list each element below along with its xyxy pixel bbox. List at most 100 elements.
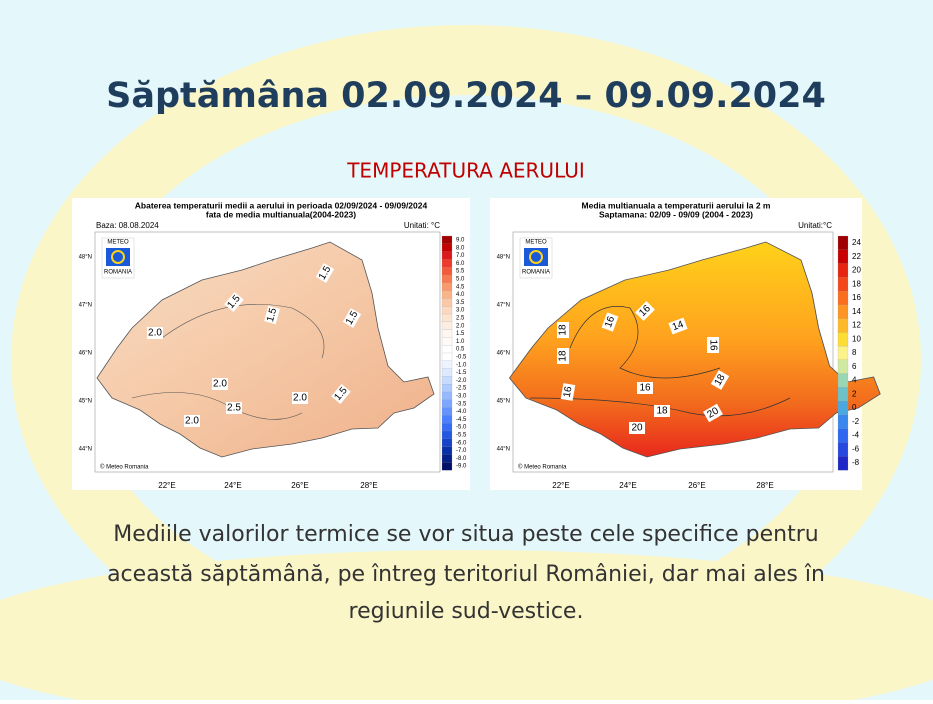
colorbar-label: -6: [852, 444, 860, 453]
colorbar-swatch: [837, 249, 849, 264]
contour-label: 2.0: [148, 328, 162, 339]
latitude-label: 48°N: [79, 255, 92, 261]
colorbar-label: -5.5: [456, 432, 467, 438]
colorbar-label: -3.5: [456, 401, 467, 407]
colorbar-label: 3.0: [456, 308, 465, 314]
colorbar-label: -1.0: [456, 362, 467, 368]
colorbar-label: -1.5: [456, 370, 467, 376]
longitude-label: 22°E: [158, 481, 175, 490]
logo-icon: [524, 248, 548, 266]
colorbar-swatch: [837, 235, 849, 251]
colorbar-label: 9.0: [456, 237, 465, 243]
colorbar-label: -2: [852, 417, 860, 426]
colorbar-swatch: [441, 267, 453, 276]
colorbar-swatch: [837, 387, 849, 402]
longitude-label: 26°E: [688, 481, 705, 490]
longitude-label: 24°E: [619, 481, 636, 490]
colorbar-label: -6.0: [456, 440, 467, 446]
contour-label-bg: [264, 305, 280, 325]
colorbar-swatch: [441, 423, 453, 432]
contour-label-bg: [707, 337, 719, 353]
logo-text: METEO: [525, 240, 547, 246]
colorbar-label: 5.0: [456, 276, 465, 282]
contour-label-bg: [147, 327, 163, 339]
colorbar-label: -4.0: [456, 409, 467, 415]
colorbar-label: 7.0: [456, 253, 465, 259]
contour-label: 2.0: [185, 416, 199, 427]
colorbar-swatch: [441, 337, 453, 346]
contour-label-bg: [212, 378, 228, 390]
colorbar-swatch: [837, 373, 849, 388]
colorbar-swatch: [441, 313, 453, 323]
logo-icon: [111, 250, 125, 264]
colorbar-label: 6: [852, 362, 857, 371]
map-title: fata de media multianuala(2004-2023): [206, 209, 356, 219]
contour-label: 18: [713, 372, 728, 388]
colorbar-swatch: [441, 391, 453, 401]
contour-label-bg: [224, 292, 244, 312]
colorbar-label: 4.0: [456, 292, 465, 298]
colorbar-swatch: [441, 415, 453, 424]
map-credit: © Meteo Romania: [100, 464, 149, 471]
colorbar-swatch: [441, 368, 453, 377]
contour-label-bg: [635, 301, 655, 321]
latitude-label: 46°N: [79, 351, 92, 357]
colorbar-swatch: [441, 282, 453, 292]
contour-line: [161, 303, 325, 359]
colorbar-label: -3.0: [456, 393, 467, 399]
colorbar-label: 12: [852, 321, 861, 330]
colorbar-label: -4.5: [456, 417, 467, 423]
slide-subtitle: TEMPERATURA AERULUI: [346, 159, 585, 183]
contour-label-bg: [331, 384, 351, 404]
colorbar-label: 0.5: [456, 347, 465, 353]
longitude-label: 26°E: [291, 481, 308, 490]
colorbar-label: -8.0: [456, 456, 467, 462]
latitude-label: 44°N: [497, 447, 510, 453]
colorbar-label: 10: [852, 334, 861, 343]
contour-line: [529, 397, 791, 417]
colorbar-swatch: [441, 345, 453, 354]
colorbar-label: 1.5: [456, 331, 465, 337]
colorbar-label: -9.0: [456, 464, 467, 470]
colorbar-swatch: [441, 321, 453, 331]
colorbar-label: 16: [852, 293, 861, 302]
colorbar-label: -7.0: [456, 448, 467, 454]
latitude-label: 44°N: [79, 447, 92, 453]
contour-label-bg: [703, 403, 723, 423]
contour-label-bg: [557, 348, 569, 364]
colorbar-swatch: [441, 462, 453, 471]
contour-label-bg: [601, 312, 619, 332]
colorbar-swatch: [441, 446, 453, 455]
colorbar-swatch: [837, 332, 849, 347]
colorbar-label: 5.5: [456, 269, 465, 275]
contour-label-bg: [710, 370, 730, 390]
map-base-date: Baza: 08.08.2024: [96, 221, 159, 230]
colorbar-swatch: [441, 384, 453, 393]
colorbar-label: 2: [852, 389, 857, 398]
map-units: Unitati:°C: [798, 221, 832, 230]
colorbar-label: 22: [852, 252, 861, 261]
contour-label-bg: [184, 415, 200, 427]
contour-label: 20: [631, 423, 643, 434]
colorbar-swatch: [837, 401, 849, 416]
colorbar-swatch: [837, 318, 849, 333]
colorbar-swatch: [837, 414, 849, 430]
latitude-label: 46°N: [497, 351, 510, 357]
contour-label: 18: [656, 406, 668, 417]
map-title: Media multianuala a temperaturii aerului…: [582, 200, 771, 210]
contour-label: 2.5: [227, 403, 241, 414]
anomaly-map: Abaterea temperaturii medii a aerului in…: [72, 198, 470, 490]
colorbar-swatch: [837, 346, 849, 361]
colorbar-swatch: [441, 274, 453, 284]
colorbar-swatch: [441, 399, 453, 409]
colorbar-label: -5.0: [456, 425, 467, 431]
contour-label: 16: [707, 339, 718, 351]
contour-label: 16: [562, 385, 575, 398]
colorbar-swatch: [837, 304, 849, 319]
colorbar-swatch: [441, 352, 453, 362]
colorbar-swatch: [441, 438, 453, 448]
colorbar-label: 8: [852, 348, 857, 357]
latitude-label: 48°N: [497, 255, 510, 261]
slide-title: Săptămâna 02.09.2024 – 09.09.2024: [106, 76, 826, 116]
